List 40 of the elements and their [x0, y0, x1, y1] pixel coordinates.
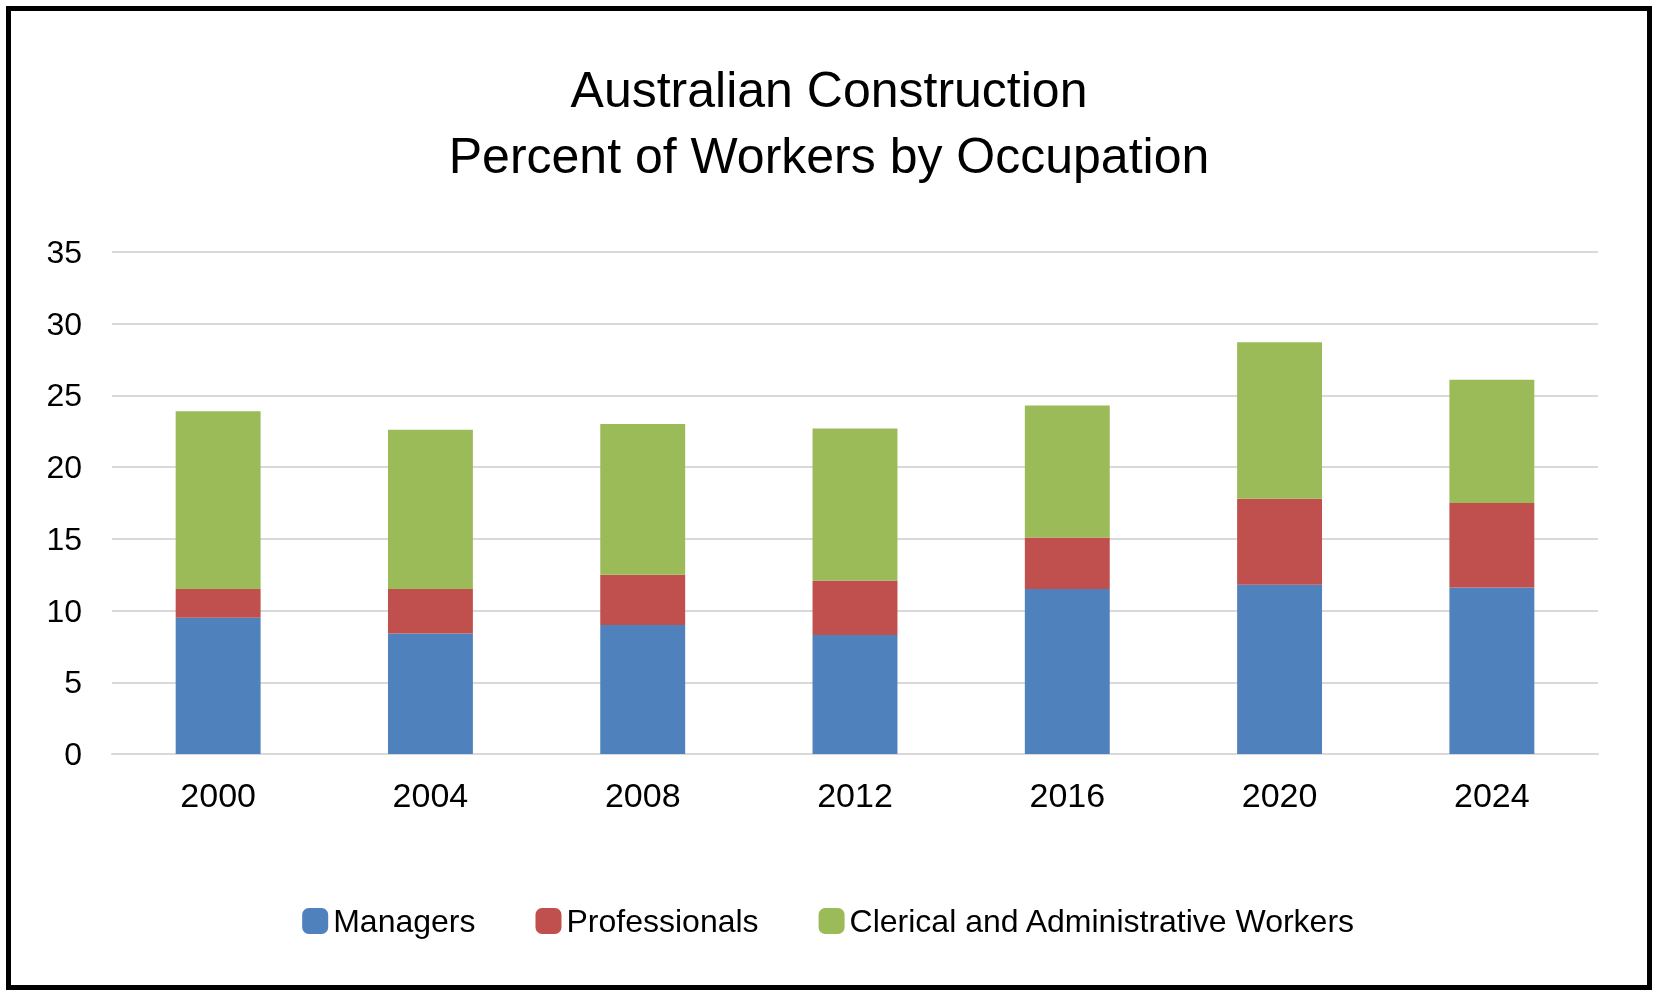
x-tick-label: 2000 — [180, 776, 256, 814]
bar — [1024, 589, 1110, 754]
y-tick-label: 15 — [46, 520, 82, 557]
bar — [1024, 537, 1110, 590]
legend-label: Clerical and Administrative Workers — [849, 903, 1355, 939]
bar — [387, 589, 473, 634]
x-tick-label: 2020 — [1241, 776, 1318, 814]
bar — [1237, 498, 1323, 585]
bar — [1237, 584, 1323, 754]
y-tick-label: 10 — [46, 592, 82, 629]
bar — [1237, 342, 1323, 499]
bar — [1449, 503, 1535, 588]
bar — [600, 624, 686, 754]
bar — [175, 411, 261, 590]
x-tick-label: 2008 — [604, 776, 681, 814]
x-tick-label: 2012 — [817, 776, 893, 814]
legend-label: Managers — [333, 903, 476, 939]
y-tick-label: 35 — [46, 234, 82, 270]
y-tick-label: 20 — [46, 449, 82, 486]
y-tick-label: 25 — [46, 377, 82, 414]
bar — [812, 580, 898, 635]
bar — [1449, 587, 1535, 754]
bar — [1024, 405, 1110, 538]
bar — [175, 617, 261, 754]
x-tick-label: 2016 — [1029, 776, 1106, 814]
bar — [175, 589, 261, 618]
bar — [387, 633, 473, 754]
bar — [600, 574, 686, 625]
bar — [600, 424, 686, 575]
bar — [1449, 379, 1535, 503]
y-tick-label: 5 — [64, 664, 82, 701]
y-tick-label: 0 — [64, 736, 82, 772]
chart-title: Australian Construction Percent of Workers by Occupation — [448, 62, 1210, 184]
legend-label: Professionals — [566, 903, 759, 939]
bar — [812, 428, 898, 581]
bar — [387, 429, 473, 590]
bar — [812, 634, 898, 754]
y-tick-label: 30 — [46, 305, 82, 342]
x-tick-label: 2004 — [392, 776, 469, 814]
x-tick-label: 2024 — [1454, 776, 1530, 814]
